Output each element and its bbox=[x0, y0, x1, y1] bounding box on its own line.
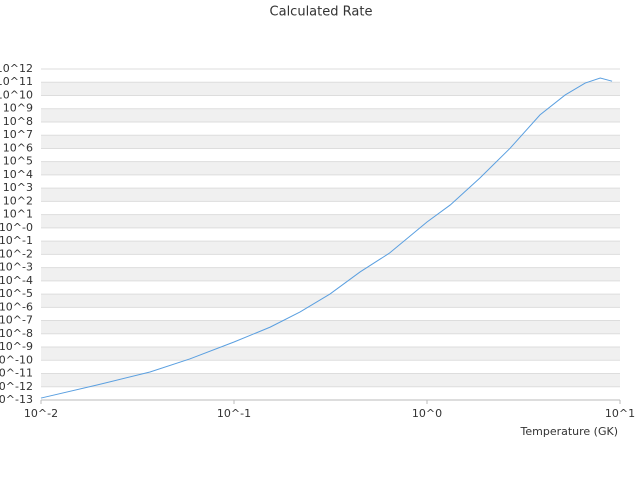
y-tick-label: 10^-6 bbox=[0, 300, 33, 313]
y-tick-label: 10^10 bbox=[0, 88, 33, 101]
y-tick-label: 10^-12 bbox=[0, 380, 33, 393]
grid-band bbox=[41, 267, 620, 281]
y-tick-label: 10^11 bbox=[0, 75, 33, 88]
grid-band bbox=[41, 188, 620, 202]
x-tick-label: 10^0 bbox=[412, 407, 442, 420]
y-tick-label: 10^9 bbox=[3, 102, 33, 115]
y-tick-label: 10^-4 bbox=[0, 274, 33, 287]
y-tick-label: 10^2 bbox=[3, 194, 33, 207]
grid-band bbox=[41, 214, 620, 228]
y-tick-label: 10^-8 bbox=[0, 327, 33, 340]
grid-band bbox=[41, 347, 620, 361]
y-tick-label: 10^-0 bbox=[0, 221, 33, 234]
y-tick-label: 10^-7 bbox=[0, 314, 33, 327]
y-tick-label: 10^-9 bbox=[0, 340, 33, 353]
grid-band bbox=[41, 320, 620, 334]
y-tick-label: 10^5 bbox=[3, 155, 33, 168]
grid-band bbox=[41, 108, 620, 122]
y-tick-label: 10^1 bbox=[3, 208, 33, 221]
line-series bbox=[40, 77, 613, 399]
y-tick-label: 10^-10 bbox=[0, 353, 33, 366]
y-tick-label: 10^6 bbox=[3, 141, 33, 154]
grid-band bbox=[41, 161, 620, 175]
y-tick-label: 10^-2 bbox=[0, 247, 33, 260]
grid-band bbox=[41, 294, 620, 308]
grid-band bbox=[41, 135, 620, 149]
y-tick-label: 10^8 bbox=[3, 115, 33, 128]
x-tick-label: 10^-2 bbox=[24, 407, 58, 420]
y-tick-label: 10^-5 bbox=[0, 287, 33, 300]
chart-title: Calculated Rate bbox=[270, 5, 373, 20]
y-tick-label: 10^3 bbox=[3, 181, 33, 194]
y-tick-label: 10^7 bbox=[3, 128, 33, 141]
x-tick-label: 10^-1 bbox=[217, 407, 251, 420]
grid-band bbox=[41, 373, 620, 387]
x-tick-label: 10^1 bbox=[605, 407, 635, 420]
y-tick-label: 10^-3 bbox=[0, 261, 33, 274]
x-axis-label: Temperature (GK) bbox=[520, 425, 619, 438]
grid-band bbox=[41, 241, 620, 255]
y-tick-label: 10^12 bbox=[0, 62, 33, 75]
grid-band bbox=[41, 82, 620, 96]
y-tick-label: 10^-13 bbox=[0, 393, 33, 406]
y-tick-label: 10^-1 bbox=[0, 234, 33, 247]
y-tick-label: 10^-11 bbox=[0, 367, 33, 380]
y-tick-label: 10^4 bbox=[3, 168, 33, 181]
